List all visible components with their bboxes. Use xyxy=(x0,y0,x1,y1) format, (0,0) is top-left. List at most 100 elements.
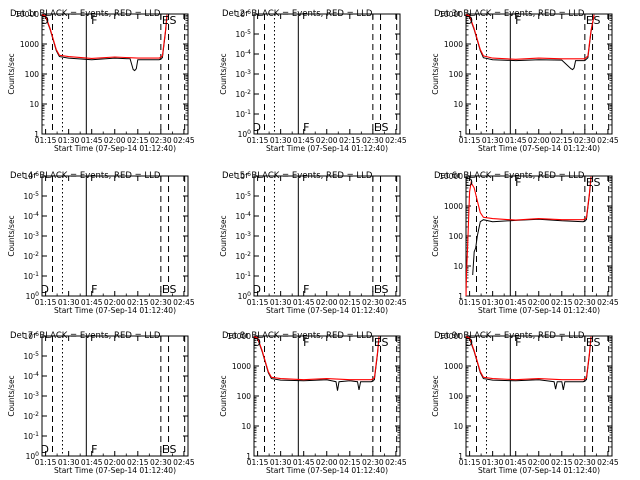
x-tick-label: 01:45 xyxy=(505,298,527,307)
x-tick-label: 02:45 xyxy=(597,136,619,145)
marker-letter: S xyxy=(594,336,601,349)
x-tick-label: 01:45 xyxy=(81,298,103,307)
y-tick-label: 1000 xyxy=(444,362,463,371)
marker-letter: F xyxy=(91,283,97,296)
y-axis-label: Counts/sec xyxy=(219,53,228,94)
x-axis-label: Start Time (07-Sep-14 01:12:40) xyxy=(54,466,176,475)
x-tick-label: 01:15 xyxy=(459,136,481,145)
y-axis-label: Counts/sec xyxy=(7,215,16,256)
lld-series-line xyxy=(465,14,595,60)
plot-frame xyxy=(41,335,189,457)
x-tick-label: 02:30 xyxy=(362,136,384,145)
y-tick-label: 1 xyxy=(34,130,39,139)
x-tick-label: 01:15 xyxy=(247,136,269,145)
y-tick-label: 10-4 xyxy=(23,371,39,381)
plot-frame xyxy=(465,175,613,297)
y-tick-label: 10-3 xyxy=(235,231,251,241)
marker-letter: D xyxy=(253,336,261,349)
marker-letter: E xyxy=(586,336,593,349)
x-tick-label: 01:15 xyxy=(35,298,57,307)
y-tick-label: 10-2 xyxy=(23,411,39,421)
marker-letter: E xyxy=(586,14,593,27)
marker-letter: F xyxy=(91,14,97,27)
y-tick-label: 1 xyxy=(458,130,463,139)
marker-letter: E xyxy=(162,283,169,296)
marker-letter: S xyxy=(382,121,389,134)
marker-letter: S xyxy=(382,336,389,349)
y-tick-label: 10-1 xyxy=(23,271,39,281)
marker-letter: D xyxy=(41,443,49,456)
y-tick-label: 10000 xyxy=(439,332,463,341)
x-tick-label: 01:15 xyxy=(35,136,57,145)
detector-panel: Det 2r BLACK = Events, RED = LLD10010-11… xyxy=(219,9,407,153)
marker-letter: E xyxy=(374,121,381,134)
y-tick-label: 10-6 xyxy=(235,171,251,181)
y-tick-label: 10-5 xyxy=(235,29,251,39)
marker-letter: D xyxy=(41,283,49,296)
x-tick-label: 02:00 xyxy=(316,298,338,307)
y-tick-label: 10-6 xyxy=(23,171,39,181)
y-tick-label: 100 xyxy=(25,70,40,79)
x-axis-label: Start Time (07-Sep-14 01:12:40) xyxy=(478,306,600,315)
x-tick-label: 01:30 xyxy=(482,298,504,307)
x-tick-label: 01:30 xyxy=(270,458,292,467)
y-axis-label: Counts/sec xyxy=(7,375,16,416)
x-tick-label: 01:45 xyxy=(293,298,315,307)
y-axis-label: Counts/sec xyxy=(431,375,440,416)
plot-frame xyxy=(41,13,189,135)
y-tick-label: 100 xyxy=(449,232,464,241)
marker-letter: S xyxy=(170,14,177,27)
marker-letter: F xyxy=(515,336,521,349)
y-tick-label: 100 xyxy=(26,451,40,461)
y-axis-label: Counts/sec xyxy=(7,53,16,94)
marker-letter: F xyxy=(303,283,309,296)
marker-letter: D xyxy=(465,176,473,189)
x-tick-label: 02:45 xyxy=(385,136,407,145)
detector-panel: Det 6r BLACK = Events, RED = LLD11010010… xyxy=(431,171,619,315)
marker-letter: E xyxy=(586,176,593,189)
marker-letter: D xyxy=(253,283,261,296)
x-tick-label: 01:30 xyxy=(270,136,292,145)
x-tick-label: 01:30 xyxy=(270,298,292,307)
x-tick-label: 01:30 xyxy=(58,136,80,145)
y-tick-label: 1 xyxy=(458,292,463,301)
x-tick-label: 01:15 xyxy=(247,298,269,307)
x-tick-label: 02:15 xyxy=(127,136,149,145)
marker-letter: E xyxy=(374,283,381,296)
x-tick-label: 01:15 xyxy=(35,458,57,467)
y-tick-label: 10 xyxy=(453,262,463,271)
y-tick-label: 10-5 xyxy=(23,191,39,201)
x-tick-label: 01:45 xyxy=(505,136,527,145)
x-tick-label: 01:30 xyxy=(58,298,80,307)
y-tick-label: 100 xyxy=(238,291,252,301)
marker-letter: S xyxy=(594,14,601,27)
marker-letter: F xyxy=(303,121,309,134)
marker-letter: E xyxy=(162,14,169,27)
marker-letter: D xyxy=(253,121,261,134)
y-tick-label: 1 xyxy=(458,452,463,461)
x-axis-label: Start Time (07-Sep-14 01:12:40) xyxy=(54,306,176,315)
y-tick-label: 10-4 xyxy=(235,211,251,221)
y-tick-label: 10-5 xyxy=(235,191,251,201)
x-tick-label: 02:15 xyxy=(339,458,361,467)
x-axis-label: Start Time (07-Sep-14 01:12:40) xyxy=(54,144,176,153)
marker-letter: S xyxy=(382,283,389,296)
y-tick-label: 10-1 xyxy=(235,109,251,119)
events-series-line xyxy=(465,14,595,71)
y-axis-label: Counts/sec xyxy=(431,215,440,256)
events-series-line xyxy=(41,14,168,72)
detector-panel: Det 8r BLACK = Events, RED = LLD11010010… xyxy=(219,331,407,475)
lld-series-line xyxy=(253,336,380,381)
detector-panel: Det 3r BLACK = Events, RED = LLD11010010… xyxy=(431,9,619,153)
x-tick-label: 01:45 xyxy=(293,136,315,145)
y-tick-label: 10-4 xyxy=(235,49,251,59)
marker-letter: D xyxy=(41,14,49,27)
marker-letter: F xyxy=(515,14,521,27)
x-tick-label: 02:45 xyxy=(597,298,619,307)
x-tick-label: 01:30 xyxy=(58,458,80,467)
x-tick-label: 02:00 xyxy=(104,298,126,307)
y-axis-label: Counts/sec xyxy=(431,53,440,94)
marker-letter: E xyxy=(374,336,381,349)
y-tick-label: 10-3 xyxy=(23,391,39,401)
